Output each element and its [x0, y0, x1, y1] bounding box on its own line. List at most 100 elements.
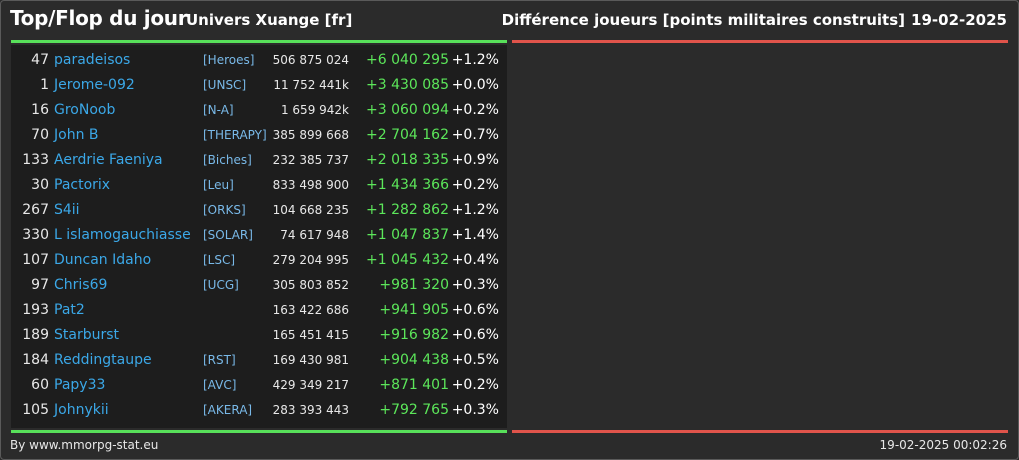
player-diff: +904 438 — [379, 352, 449, 368]
player-pct: +0.2% — [451, 377, 499, 393]
player-row: 267 S4ii [ORKS] 104 668 235 +1 282 862 +1.2% — [11, 199, 507, 224]
player-name-link[interactable]: Johnykii — [54, 402, 109, 418]
player-name-link[interactable]: Pat2 — [54, 302, 85, 318]
player-row: 47 paradeisos [Heroes] 506 875 024 +6 040 29… — [11, 49, 507, 74]
player-rank: 97 — [31, 277, 49, 293]
player-name-link[interactable]: GroNoob — [54, 102, 116, 118]
player-points: 279 204 995 — [272, 253, 349, 267]
page-title: Top/Flop du jour — [10, 6, 188, 30]
player-row: 189 Starburst 165 451 415 +916 982 +0.6% — [11, 324, 507, 349]
player-diff: +916 982 — [379, 327, 449, 343]
player-points: 385 899 668 — [272, 128, 349, 142]
player-points: 169 430 981 — [272, 353, 349, 367]
player-row: 70 John B [THERAPY] 385 899 668 +2 704 162 +0… — [11, 124, 507, 149]
player-points: 163 422 686 — [272, 303, 349, 317]
player-row: 107 Duncan Idaho [LSC] 279 204 995 +1 045 43… — [11, 249, 507, 274]
player-row: 330 L islamogauchiasse [SOLAR] 74 617 948 +1… — [11, 224, 507, 249]
top-players-list: 47 paradeisos [Heroes] 506 875 024 +6 040 29… — [11, 49, 507, 424]
top-section-bottom-bar — [11, 430, 507, 433]
player-diff: +871 401 — [379, 377, 449, 393]
player-alliance: [RST] — [203, 353, 236, 367]
player-rank: 1 — [40, 77, 49, 93]
flop-players-panel — [512, 45, 1008, 428]
player-diff: +792 765 — [379, 402, 449, 418]
player-points: 305 803 852 — [272, 278, 349, 292]
player-rank: 330 — [22, 227, 49, 243]
player-row: 60 Papy33 [AVC] 429 349 217 +871 401 +0.2% — [11, 374, 507, 399]
date-label: 19-02-2025 — [911, 11, 1007, 29]
player-alliance: [AKERA] — [203, 403, 253, 417]
player-rank: 16 — [31, 102, 49, 118]
top-players-panel: 47 paradeisos [Heroes] 506 875 024 +6 040 29… — [11, 45, 507, 428]
player-name-link[interactable]: Duncan Idaho — [54, 252, 152, 268]
player-diff: +981 320 — [379, 277, 449, 293]
player-name-link[interactable]: Reddingtaupe — [54, 352, 152, 368]
player-name-link[interactable]: S4ii — [54, 202, 80, 218]
player-alliance: [LSC] — [203, 253, 236, 267]
player-row: 133 Aerdrie Faeniya [Biches] 232 385 737 +2 … — [11, 149, 507, 174]
player-pct: +0.7% — [451, 127, 499, 143]
player-name-link[interactable]: Jerome-092 — [54, 77, 135, 93]
player-rank: 60 — [31, 377, 49, 393]
player-rank: 267 — [22, 202, 49, 218]
universe-label: Univers Xuange [fr] — [186, 11, 353, 29]
player-diff: +1 434 366 — [366, 177, 449, 193]
player-diff: +941 905 — [379, 302, 449, 318]
player-rank: 107 — [22, 252, 49, 268]
site-credit: By www.mmorpg-stat.eu — [10, 438, 159, 452]
player-pct: +1.2% — [451, 52, 499, 68]
player-row: 30 Pactorix [Leu] 833 498 900 +1 434 366 +0.2… — [11, 174, 507, 199]
player-pct: +1.2% — [451, 202, 499, 218]
player-alliance: [UCG] — [203, 278, 239, 292]
player-points: 104 668 235 — [272, 203, 349, 217]
player-points: 232 385 737 — [272, 153, 349, 167]
player-rank: 30 — [31, 177, 49, 193]
flop-section-bar — [512, 40, 1008, 43]
player-diff: +1 045 432 — [366, 252, 449, 268]
player-name-link[interactable]: Papy33 — [54, 377, 106, 393]
player-rank: 70 — [31, 127, 49, 143]
player-points: 833 498 900 — [272, 178, 349, 192]
top-section-bar — [11, 40, 507, 43]
player-name-link[interactable]: John B — [54, 127, 99, 143]
player-row: 16 GroNoob [N-A] 1 659 942k +3 060 094 +0.2% — [11, 99, 507, 124]
player-points: 11 752 441k — [273, 78, 349, 92]
player-rank: 189 — [22, 327, 49, 343]
player-name-link[interactable]: Starburst — [54, 327, 120, 343]
player-alliance: [UNSC] — [203, 78, 247, 92]
player-diff: +3 060 094 — [366, 102, 449, 118]
player-pct: +0.3% — [451, 277, 499, 293]
player-rank: 105 — [22, 402, 49, 418]
player-name-link[interactable]: L islamogauchiasse — [54, 227, 191, 243]
player-name-link[interactable]: Chris69 — [54, 277, 108, 293]
player-alliance: [Heroes] — [203, 53, 255, 67]
player-pct: +0.6% — [451, 302, 499, 318]
player-pct: +0.5% — [451, 352, 499, 368]
player-alliance: [SOLAR] — [203, 228, 253, 242]
player-points: 429 349 217 — [272, 378, 349, 392]
player-row: 184 Reddingtaupe [RST] 169 430 981 +904 438 +… — [11, 349, 507, 374]
player-name-link[interactable]: Pactorix — [54, 177, 111, 193]
player-alliance: [Biches] — [203, 153, 252, 167]
player-points: 165 451 415 — [272, 328, 349, 342]
player-pct: +0.3% — [451, 402, 499, 418]
player-row: 97 Chris69 [UCG] 305 803 852 +981 320 +0.3% — [11, 274, 507, 299]
player-row: 193 Pat2 163 422 686 +941 905 +0.6% — [11, 299, 507, 324]
player-pct: +0.2% — [451, 177, 499, 193]
player-points: 1 659 942k — [280, 103, 349, 117]
player-points: 74 617 948 — [280, 228, 349, 242]
player-points: 283 393 443 — [272, 403, 349, 417]
player-rank: 47 — [31, 52, 49, 68]
player-diff: +3 430 085 — [366, 77, 449, 93]
player-name-link[interactable]: Aerdrie Faeniya — [54, 152, 163, 168]
generated-timestamp: 19-02-2025 00:02:26 — [879, 438, 1007, 452]
player-alliance: [AVC] — [203, 378, 237, 392]
player-pct: +0.6% — [451, 327, 499, 343]
flop-section-bottom-bar — [512, 430, 1008, 433]
player-alliance: [N-A] — [203, 103, 234, 117]
player-rank: 184 — [22, 352, 49, 368]
player-pct: +0.4% — [451, 252, 499, 268]
player-pct: +0.9% — [451, 152, 499, 168]
player-name-link[interactable]: paradeisos — [54, 52, 131, 68]
player-alliance: [ORKS] — [203, 203, 246, 217]
